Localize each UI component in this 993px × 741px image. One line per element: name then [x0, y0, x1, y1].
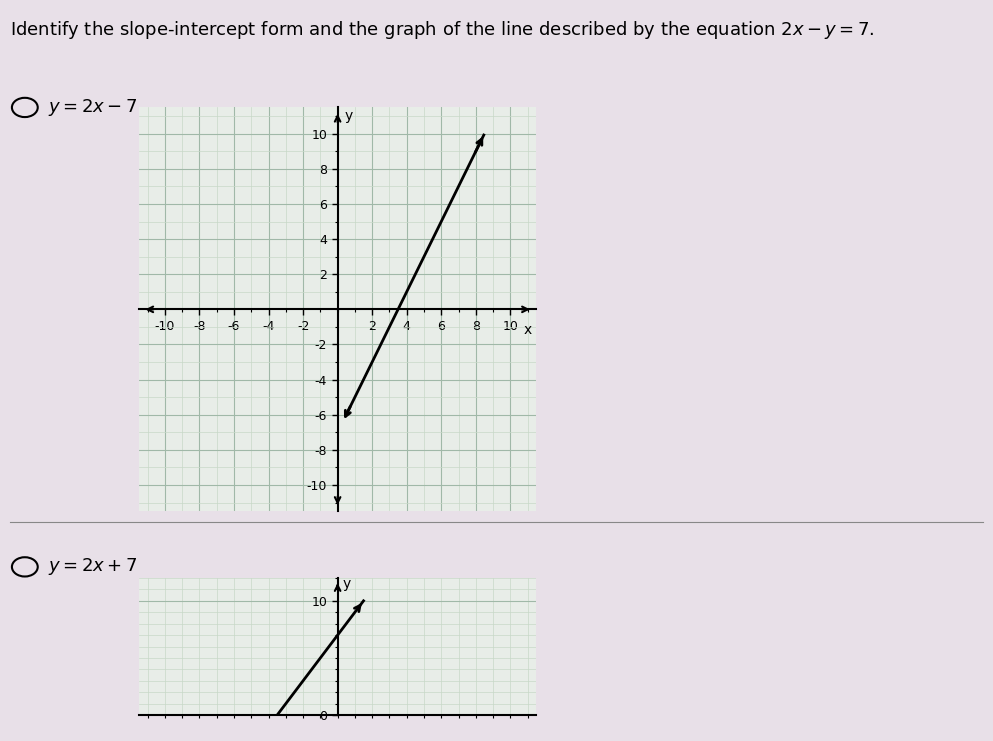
Text: x: x [523, 323, 531, 337]
Text: Identify the slope-intercept form and the graph of the line described by the equ: Identify the slope-intercept form and th… [10, 19, 875, 41]
Text: y: y [345, 109, 353, 123]
Text: y: y [343, 576, 352, 591]
Text: $y = 2x - 7$: $y = 2x - 7$ [48, 97, 137, 118]
Text: $y = 2x + 7$: $y = 2x + 7$ [48, 556, 137, 577]
